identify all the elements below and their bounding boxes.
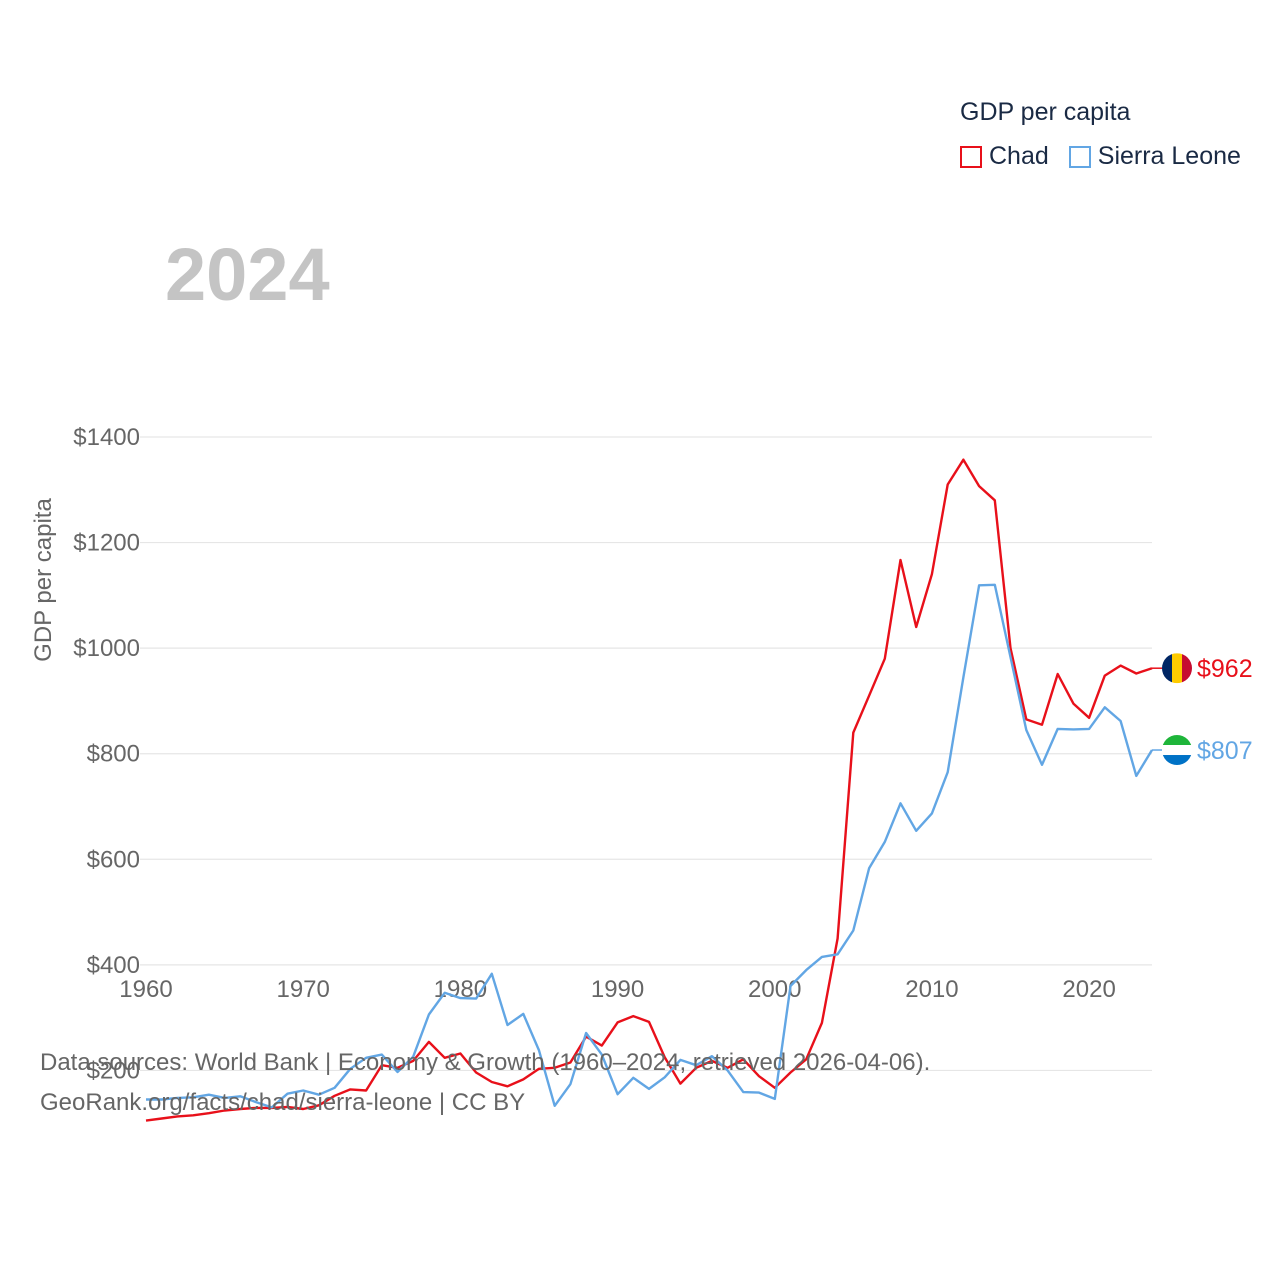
end-labels: $962 $807: [1152, 653, 1253, 766]
grid-lines: [140, 436, 1152, 1072]
x-tick-label: 1990: [591, 976, 644, 1003]
footer-link[interactable]: GeoRank.org/facts/chad/sierra-leone | CC…: [40, 1089, 526, 1116]
y-tick-label: $1000: [73, 635, 140, 662]
x-tick-label: 1970: [276, 976, 329, 1003]
x-axis-ticks: 1960 1970 1980 1990 2000 2010 2020: [119, 976, 1116, 1003]
series-line-sierra_leone: [146, 583, 1154, 1109]
y-tick-label: $200: [87, 1057, 140, 1084]
x-tick-label: 2000: [748, 976, 801, 1003]
chad-flag-icon: [1162, 653, 1192, 684]
sierra-leone-flag-icon: [1162, 735, 1192, 766]
year-watermark: 2024: [165, 233, 330, 316]
legend-label-chad: Chad: [989, 142, 1049, 170]
y-tick-label: $800: [87, 741, 140, 768]
series-lines: [145, 458, 1154, 1122]
legend-item-chad[interactable]: Chad: [960, 142, 1049, 171]
y-tick-label: $1200: [73, 530, 140, 557]
legend-item-sierra-leone[interactable]: Sierra Leone: [1068, 142, 1241, 171]
x-tick-label: 1960: [119, 976, 172, 1003]
y-axis-label: GDP per capita: [30, 498, 57, 662]
x-tick-label: 2020: [1062, 976, 1115, 1003]
x-tick-label: 2010: [905, 976, 958, 1003]
legend-swatch-sierra-leone: [1068, 145, 1091, 168]
footer-sources: Data sources: World Bank | Economy & Gro…: [40, 1049, 931, 1076]
footer: Data sources: World Bank | Economy & Gro…: [40, 1043, 930, 1123]
series-line-chad: [145, 458, 1153, 1122]
legend: Chad Sierra Leone: [960, 142, 1261, 171]
legend-title: GDP per capita: [960, 98, 1131, 126]
end-value-label-sierra_leone: $807: [1197, 737, 1253, 765]
y-axis-ticks: $200 $400 $600 $800 $1000 $1200 $1400: [73, 424, 140, 1084]
legend-swatch-chad: [960, 145, 982, 168]
y-tick-label: $400: [87, 952, 140, 979]
end-value-label-chad: $962: [1197, 655, 1253, 683]
y-tick-label: $1400: [73, 424, 140, 451]
y-tick-label: $600: [87, 846, 140, 873]
legend-label-sierra-leone: Sierra Leone: [1097, 142, 1241, 170]
